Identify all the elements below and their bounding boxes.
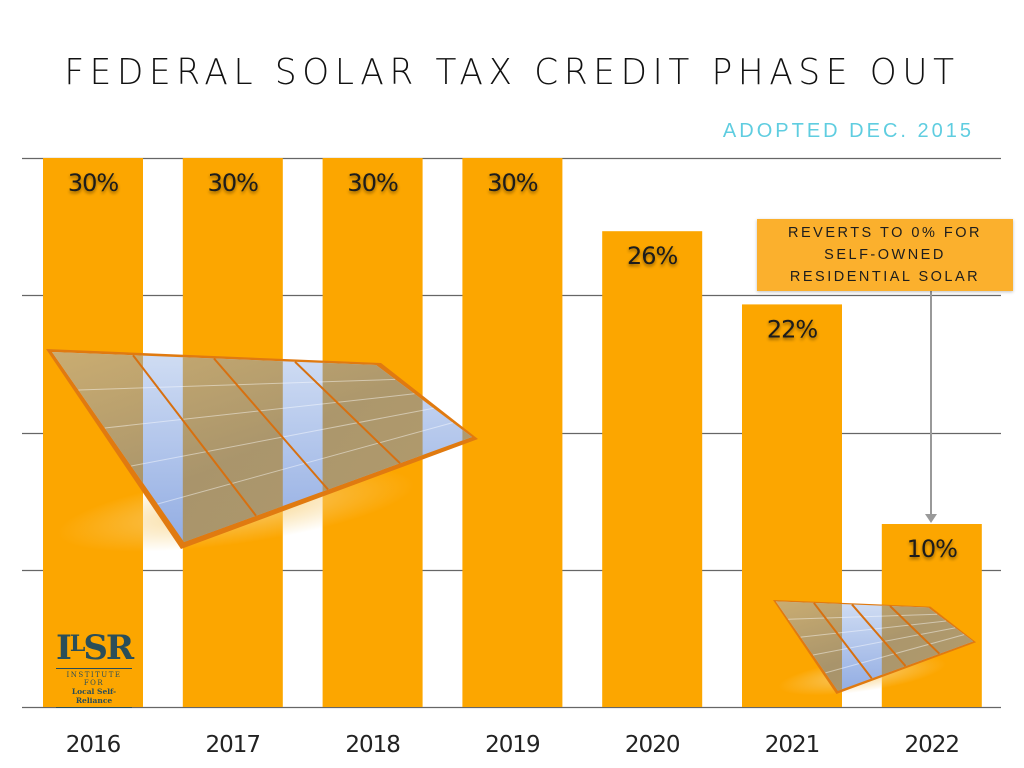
callout-line: REVERTS TO 0% FOR	[788, 225, 982, 241]
chart-title: FEDERAL SOLAR TAX CREDIT PHASE OUT	[64, 52, 960, 93]
annotation-callout: REVERTS TO 0% FOR SELF-OWNED RESIDENTIAL…	[757, 219, 1013, 291]
ilsr-logo: ILSR INSTITUTE FOR Local Self-Reliance	[56, 626, 134, 708]
bar-data-label: 22%	[767, 315, 818, 343]
solar-panel-illustration-small-icon	[773, 600, 977, 696]
bar-data-label: 30%	[487, 169, 538, 197]
bar-data-labels: 30% 30% 30% 30% 26% 22% 10%	[68, 169, 958, 563]
logo-line2: Local Self-Reliance	[56, 687, 132, 708]
x-axis-tick-labels: 2016 2017 2018 2019 2020 2021 2022	[66, 732, 960, 758]
bar-data-label: 26%	[627, 242, 678, 270]
callout-arrow-icon	[925, 291, 937, 523]
logo-line1: INSTITUTE FOR	[56, 668, 132, 687]
bar-2019	[462, 158, 563, 707]
bar-2020	[602, 231, 703, 707]
x-tick-label: 2016	[66, 732, 121, 758]
logo-mark: ILSR	[56, 628, 134, 668]
x-tick-label: 2018	[345, 732, 400, 758]
chart-subtitle: ADOPTED DEC. 2015	[722, 120, 974, 142]
x-tick-label: 2020	[625, 732, 680, 758]
x-tick-label: 2017	[206, 732, 261, 758]
bar-data-label: 30%	[347, 169, 398, 197]
x-tick-label: 2021	[765, 732, 820, 758]
x-tick-label: 2019	[485, 732, 540, 758]
bars	[43, 158, 982, 707]
callout-line: SELF-OWNED	[824, 247, 946, 263]
callout-line: RESIDENTIAL SOLAR	[789, 269, 981, 285]
solar-panel-illustration-icon	[46, 349, 478, 552]
bar-data-label: 10%	[907, 535, 958, 563]
bar-data-label: 30%	[68, 169, 119, 197]
x-tick-label: 2022	[905, 732, 960, 758]
bar-data-label: 30%	[208, 169, 259, 197]
